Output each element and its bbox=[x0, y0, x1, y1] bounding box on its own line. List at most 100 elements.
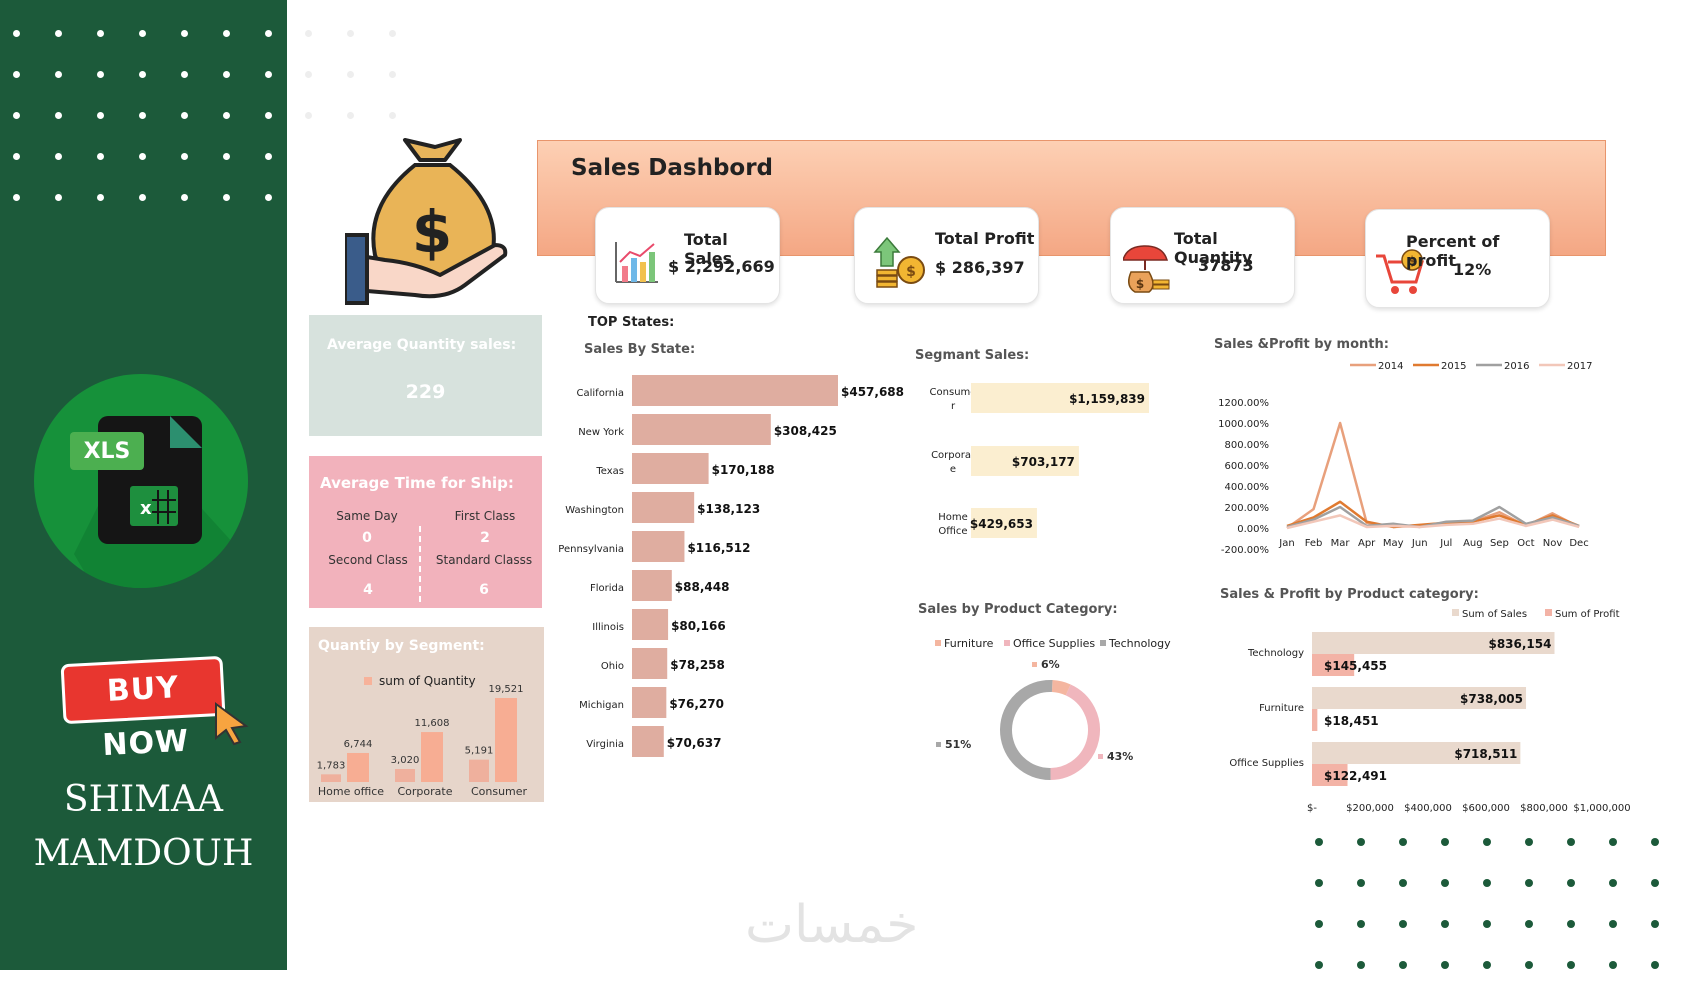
state-bar bbox=[632, 453, 709, 484]
qty-segment-chart: sum of Quantity 1,783 6,744 Home office 3,02… bbox=[317, 674, 528, 798]
legend-swatch bbox=[1100, 640, 1106, 646]
legend-swatch bbox=[1545, 609, 1552, 616]
state-bar bbox=[632, 726, 664, 757]
sp-category-chart: Sum of Sales Sum of Profit Technology $836,… bbox=[1229, 609, 1630, 814]
dot bbox=[97, 153, 104, 160]
state-bar bbox=[632, 414, 771, 445]
sales-profit-month-title: Sales &Profit by month: bbox=[1214, 337, 1389, 352]
sales-bar bbox=[1312, 742, 1521, 764]
legend-label: sum of Quantity bbox=[379, 674, 476, 688]
dot bbox=[13, 30, 20, 37]
donut-segment bbox=[1051, 680, 1071, 696]
segment-sales-chart: Consume r $1,159,839 Corporat e $703,177 Home O… bbox=[930, 383, 1149, 538]
state-bar bbox=[632, 648, 668, 679]
dot bbox=[181, 71, 188, 78]
ship-label: Same Day bbox=[336, 509, 398, 523]
label-swatch bbox=[936, 742, 941, 747]
dot bbox=[1567, 879, 1575, 887]
cursor-icon bbox=[215, 702, 249, 746]
dot bbox=[139, 71, 146, 78]
coins-profit-icon: $ bbox=[873, 236, 925, 288]
dot bbox=[1315, 838, 1323, 846]
y-tick-label: 0.00% bbox=[1237, 524, 1269, 535]
state-value-label: $70,637 bbox=[667, 736, 722, 750]
x-tick-label: Jan bbox=[1278, 538, 1294, 549]
dot bbox=[265, 112, 272, 119]
sales-value-label: $836,154 bbox=[1488, 637, 1551, 651]
donut-segment bbox=[1050, 684, 1100, 780]
state-bar bbox=[632, 609, 669, 640]
legend-label: Furniture bbox=[944, 637, 994, 650]
sales-profit-month-chart: 1200.00% 1000.00% 800.00% 600.00% 400.00% 200… bbox=[1218, 361, 1592, 556]
qty-bar-small bbox=[321, 774, 341, 782]
dot bbox=[1441, 961, 1449, 969]
dot bbox=[181, 194, 188, 201]
dot bbox=[265, 71, 272, 78]
qty-bar-small bbox=[395, 769, 415, 782]
y-tick-label: 1200.00% bbox=[1218, 398, 1269, 409]
watermark-logo: خمسات bbox=[745, 895, 919, 955]
dot bbox=[97, 112, 104, 119]
qty-bar-large bbox=[421, 732, 443, 782]
money-bag-icon: $ bbox=[345, 138, 508, 305]
x-tick-label: Mar bbox=[1331, 538, 1351, 549]
legend-swatch bbox=[364, 677, 372, 685]
state-label: Illinois bbox=[592, 622, 624, 633]
dot bbox=[97, 30, 104, 37]
dot bbox=[1357, 920, 1365, 928]
dot bbox=[223, 71, 230, 78]
qty-small-label: 5,191 bbox=[465, 746, 494, 757]
dot bbox=[1651, 961, 1659, 969]
label-swatch bbox=[1032, 662, 1037, 667]
qty-bar-large bbox=[495, 698, 517, 782]
state-value-label: $88,448 bbox=[675, 580, 730, 594]
ship-value: 0 bbox=[362, 530, 372, 546]
state-label: Florida bbox=[590, 583, 624, 594]
svg-text:$: $ bbox=[412, 198, 452, 266]
segment-bar bbox=[971, 508, 1037, 538]
dot bbox=[55, 112, 62, 119]
x-tick-label: $600,000 bbox=[1462, 803, 1510, 814]
top-states-title: TOP States: bbox=[588, 315, 675, 330]
dot bbox=[305, 112, 312, 119]
segment-label-line: r bbox=[951, 401, 956, 412]
dot bbox=[139, 30, 146, 37]
dot bbox=[139, 112, 146, 119]
legend-label: 2016 bbox=[1504, 361, 1529, 372]
segment-value-label: $429,653 bbox=[970, 517, 1033, 531]
dot bbox=[55, 30, 62, 37]
state-label: Ohio bbox=[601, 661, 624, 672]
dot bbox=[97, 71, 104, 78]
state-bar bbox=[632, 570, 672, 601]
ship-value: 2 bbox=[480, 530, 490, 546]
money-umbrella-icon: $ bbox=[1123, 245, 1170, 293]
y-tick-label: -200.00% bbox=[1221, 545, 1269, 556]
dot bbox=[55, 153, 62, 160]
y-tick-label: 400.00% bbox=[1225, 482, 1270, 493]
profit-value-label: $145,455 bbox=[1324, 659, 1387, 673]
dot bbox=[1651, 838, 1659, 846]
qty-large-label: 6,744 bbox=[344, 739, 373, 750]
series-line-2016 bbox=[1286, 505, 1580, 529]
dot bbox=[1357, 961, 1365, 969]
x-tick-label: $800,000 bbox=[1520, 803, 1568, 814]
legend-label: Office Supplies bbox=[1013, 637, 1095, 650]
qty-small-label: 3,020 bbox=[391, 755, 420, 766]
x-tick-label: Apr bbox=[1358, 538, 1376, 549]
x-tick-label: Jul bbox=[1439, 538, 1452, 549]
dot bbox=[1483, 961, 1491, 969]
dot bbox=[389, 112, 396, 119]
state-value-label: $116,512 bbox=[687, 541, 750, 555]
dot bbox=[223, 153, 230, 160]
state-bar bbox=[632, 531, 685, 562]
dashboard-title: Sales Dashbord bbox=[571, 155, 774, 181]
dot bbox=[223, 112, 230, 119]
dot bbox=[181, 153, 188, 160]
kpi-total-quantity: $ Total Quantity 37873 bbox=[1110, 207, 1295, 304]
buy-now-button[interactable]: BUY NOW bbox=[60, 655, 226, 763]
x-tick-label: $- bbox=[1307, 803, 1317, 814]
segment-label-line: Consume bbox=[930, 387, 977, 398]
dot bbox=[1441, 879, 1449, 887]
kpi-label: Percent of profit bbox=[1406, 232, 1500, 270]
state-label: Pennsylvania bbox=[558, 544, 624, 555]
